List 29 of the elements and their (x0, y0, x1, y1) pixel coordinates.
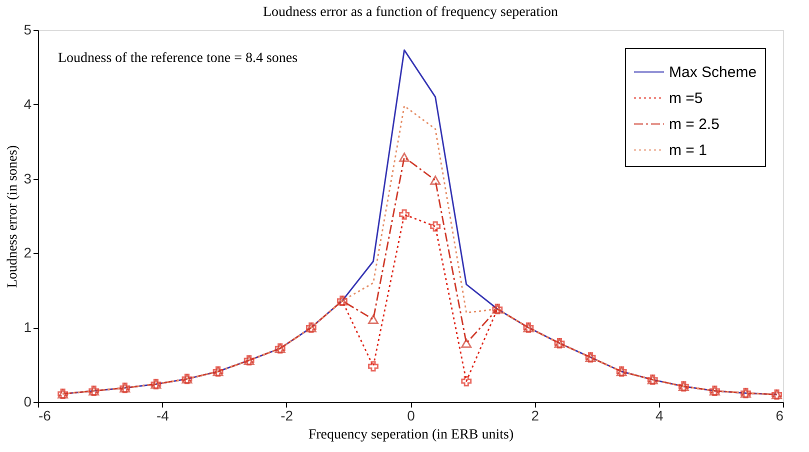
y-tick-label: 1 (24, 319, 32, 336)
annotation: Loudness of the reference tone = 8.4 sones (58, 51, 298, 66)
x-tick-label: 6 (776, 408, 784, 424)
y-tick-label: 5 (24, 22, 32, 38)
chart-title: Loudness error as a function of frequency seperation (262, 5, 558, 20)
y-axis-title: Loudness error (in sones) (6, 144, 21, 288)
legend-label: m =5 (669, 90, 703, 107)
x-tick-label: 0 (407, 408, 416, 424)
legend-label: m = 2.5 (669, 116, 720, 133)
x-tick-label: -2 (280, 408, 294, 424)
y-tick-label: 3 (24, 170, 32, 186)
point (430, 176, 441, 185)
x-tick-label: -6 (38, 408, 52, 424)
legend-label: Max Scheme (669, 64, 757, 81)
x-tick-label: -4 (156, 408, 170, 424)
y-tick-label: 2 (24, 244, 32, 261)
y-tick-label: 0 (24, 394, 32, 410)
x-tick-label: 4 (655, 408, 664, 424)
point (461, 338, 472, 348)
point (368, 361, 378, 372)
point (399, 209, 410, 220)
point (461, 376, 472, 386)
point (399, 152, 410, 162)
point (368, 314, 378, 324)
legend-label: m = 1 (669, 142, 707, 159)
x-axis-title: Frequency seperation (in ERB units) (308, 428, 514, 442)
x-tick-label: 2 (531, 408, 540, 424)
point (430, 221, 441, 232)
y-tick-label: 4 (24, 96, 32, 112)
